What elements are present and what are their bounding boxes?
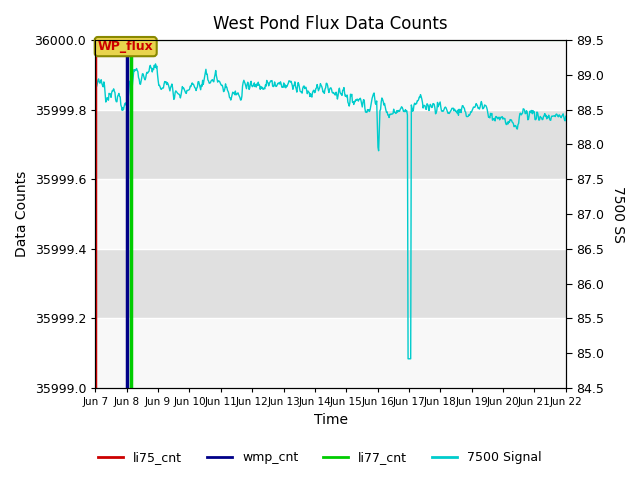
Bar	[95, 318, 566, 388]
Text: WP_flux: WP_flux	[98, 40, 154, 53]
Y-axis label: 7500 SS: 7500 SS	[611, 186, 625, 242]
Bar	[95, 110, 566, 179]
X-axis label: Time: Time	[314, 413, 348, 427]
Bar	[95, 249, 566, 318]
Title: West Pond Flux Data Counts: West Pond Flux Data Counts	[213, 15, 448, 33]
Legend: li75_cnt, wmp_cnt, li77_cnt, 7500 Signal: li75_cnt, wmp_cnt, li77_cnt, 7500 Signal	[93, 446, 547, 469]
Y-axis label: Data Counts: Data Counts	[15, 171, 29, 257]
Bar	[95, 179, 566, 249]
Bar	[95, 40, 566, 110]
